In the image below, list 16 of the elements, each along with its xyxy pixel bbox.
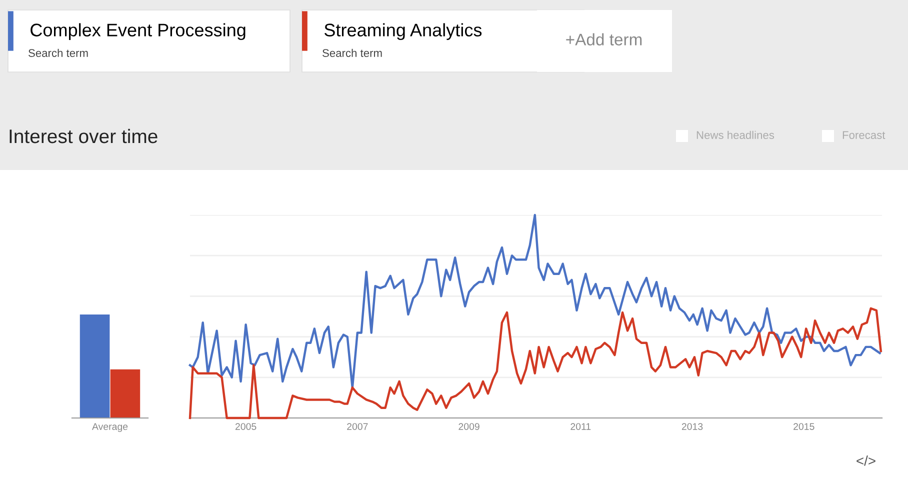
x-tick-label: 2015 [794,423,814,430]
text: +Add term [566,33,642,46]
text: News headlines [696,130,774,139]
chart-title: Interest over time [10,128,158,144]
x-tick-label: Average [92,423,128,432]
x-tick-label: 2005 [235,423,256,430]
text: Search term [28,48,88,57]
x-tick-label: 2013 [682,423,703,430]
legend-label: Complex Event Processing [30,23,246,40]
x-tick-label: 2007 [347,423,368,430]
x-tick-label: 2011 [570,423,591,430]
text: Search term [322,48,382,57]
text: Forecast [842,131,886,139]
legend-label: Streaming Analytics [324,23,482,40]
text: </> [856,456,876,466]
x-tick-label: 2009 [458,423,480,430]
